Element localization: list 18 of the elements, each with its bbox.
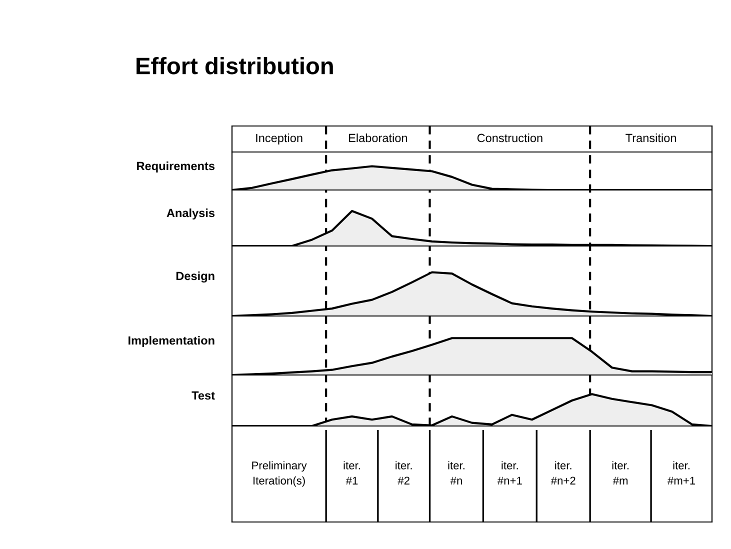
- y-axis-title: Design: [176, 271, 214, 283]
- y-axis-title: Requirements: [137, 162, 215, 173]
- text: iter. #n+2: [550, 461, 576, 484]
- text: iter. #m+1: [668, 461, 696, 484]
- text: Preliminary Iteration(s): [252, 461, 307, 487]
- chart-title: Effort distribution: [136, 56, 333, 74]
- y-axis-title: Implementation: [128, 336, 214, 348]
- text: iter. #1: [344, 461, 360, 484]
- text: iter. #n+1: [497, 461, 522, 484]
- text: Transition: [626, 134, 676, 142]
- text: iter. #n: [448, 461, 464, 484]
- text: iter. #m: [612, 461, 628, 484]
- text: Inception: [256, 134, 302, 144]
- y-axis-title: Analysis: [166, 208, 215, 220]
- text: iter. #2: [396, 461, 412, 484]
- text: Construction: [477, 134, 542, 142]
- text: Elaboration: [349, 134, 408, 142]
- y-axis-title: Test: [192, 391, 215, 400]
